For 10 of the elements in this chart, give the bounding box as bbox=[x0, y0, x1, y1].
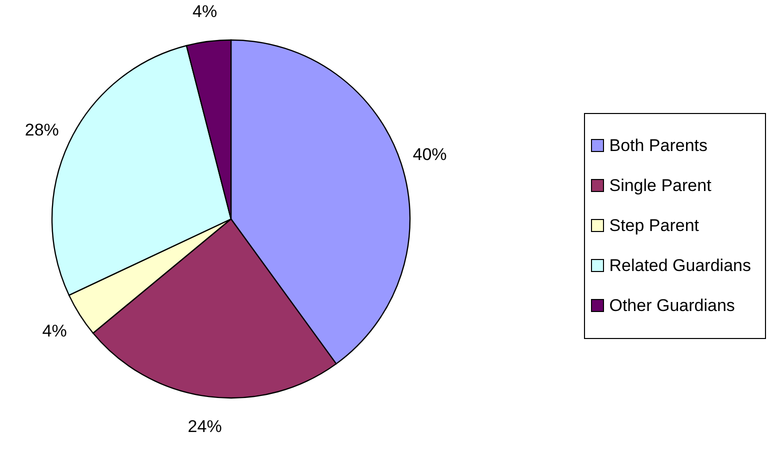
legend-label: Other Guardians bbox=[609, 294, 735, 316]
legend-label: Both Parents bbox=[609, 134, 708, 156]
data-label: 4% bbox=[192, 2, 218, 22]
legend-label: Step Parent bbox=[609, 214, 700, 236]
legend-label: Related Guardians bbox=[609, 254, 751, 276]
data-label: 24% bbox=[188, 416, 222, 436]
data-label: 4% bbox=[42, 321, 67, 340]
data-label: 40% bbox=[412, 144, 447, 164]
legend-label: Single Parent bbox=[609, 174, 712, 196]
data-label: 28% bbox=[24, 120, 59, 140]
